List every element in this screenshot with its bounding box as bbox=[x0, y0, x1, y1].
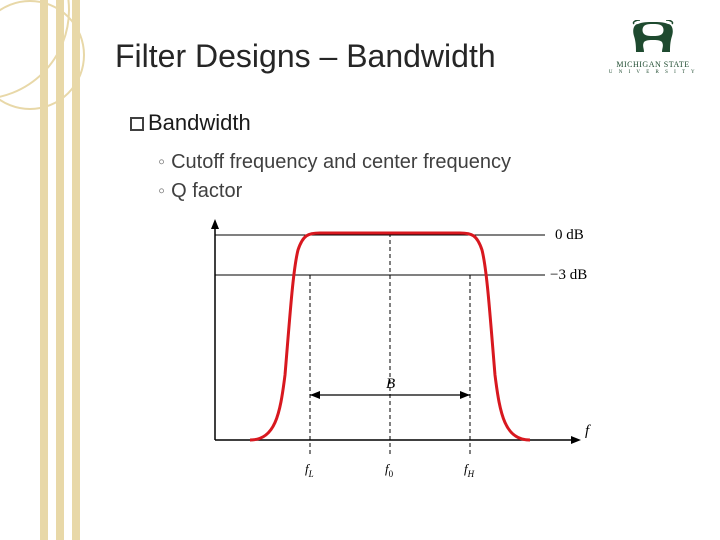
subpoint-text: Q factor bbox=[171, 180, 242, 202]
slide: Filter Designs – Bandwidth MICHIGAN STAT… bbox=[0, 0, 720, 540]
bandwidth-B-label: B bbox=[386, 376, 395, 392]
fH-label: fH bbox=[464, 461, 475, 479]
logo-text-top: MICHIGAN STATE bbox=[608, 61, 698, 70]
f0-label: f0 bbox=[385, 461, 394, 479]
spartan-helmet-icon bbox=[630, 20, 676, 56]
slide-title: Filter Designs – Bandwidth bbox=[115, 38, 496, 75]
subpoint-text: Cutoff frequency and center frequency bbox=[171, 151, 511, 173]
fL-label: fL bbox=[305, 461, 314, 479]
sub-bullet-icon: ◦ bbox=[158, 151, 165, 173]
university-logo: MICHIGAN STATE U N I V E R S I T Y bbox=[608, 20, 698, 75]
bandwidth-chart-svg: 0 dB −3 dB f B fL f0 fH bbox=[180, 215, 610, 515]
bandwidth-arrow-left-icon bbox=[310, 391, 320, 399]
f-axis-label: f bbox=[585, 423, 591, 439]
minus3-db-label: −3 dB bbox=[550, 267, 587, 283]
y-axis-arrow-icon bbox=[211, 219, 219, 229]
section-label: Bandwidth bbox=[148, 110, 251, 135]
bandwidth-figure: 0 dB −3 dB f B fL f0 fH bbox=[180, 215, 610, 515]
bandwidth-arrow-right-icon bbox=[460, 391, 470, 399]
section-heading: Bandwidth bbox=[130, 110, 251, 136]
list-item: ◦ Cutoff frequency and center frequency bbox=[158, 148, 511, 177]
list-item: ◦ Q factor bbox=[158, 177, 511, 206]
bullet-square-icon bbox=[130, 117, 144, 131]
logo-text-bottom: U N I V E R S I T Y bbox=[608, 70, 698, 76]
subpoints-list: ◦ Cutoff frequency and center frequency ◦… bbox=[158, 148, 511, 206]
zero-db-label: 0 dB bbox=[555, 227, 584, 243]
sub-bullet-icon: ◦ bbox=[158, 180, 165, 202]
x-axis-arrow-icon bbox=[571, 436, 581, 444]
